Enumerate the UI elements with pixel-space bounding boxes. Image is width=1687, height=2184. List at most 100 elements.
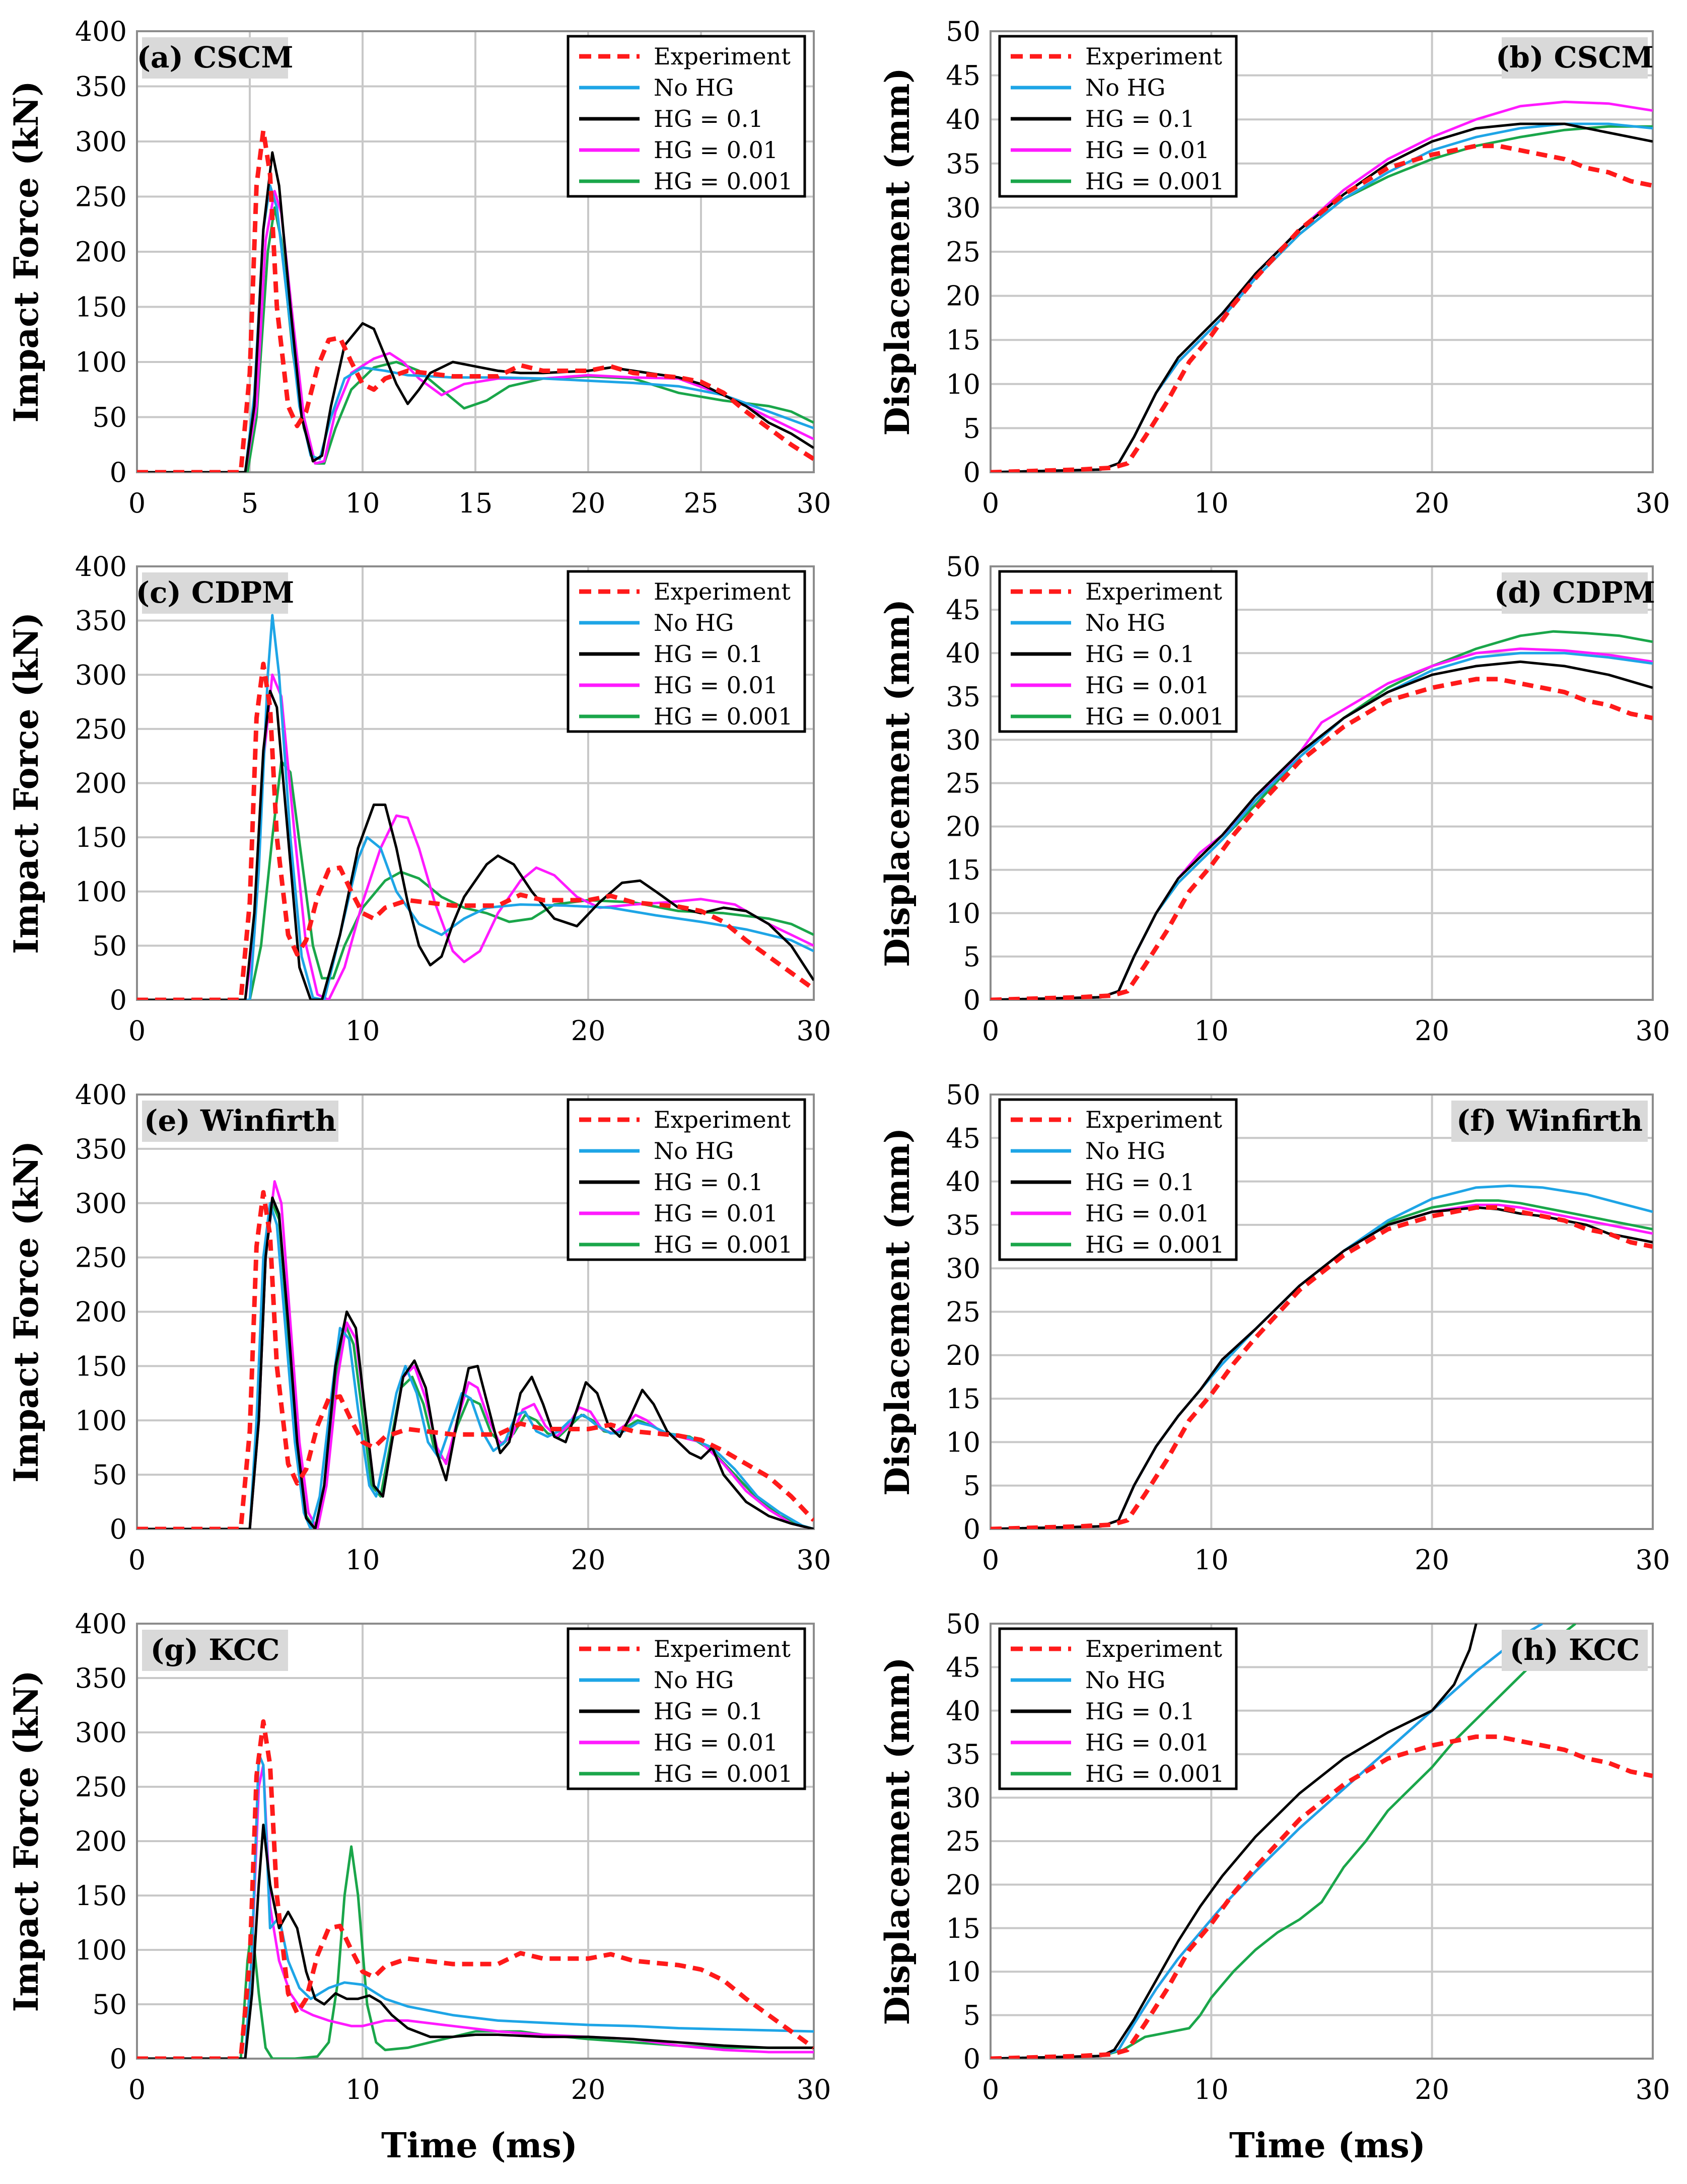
panel-c-x-tick-label: 0 (128, 1015, 146, 1047)
panel-b-legend-label-no-hg: No HG (1085, 74, 1165, 101)
panel-g-y-tick-label: 400 (75, 1608, 127, 1640)
panel-c-x-tick-label: 10 (345, 1015, 380, 1047)
panel-h-legend-label-hg-0-01: HG = 0.01 (1085, 1729, 1210, 1756)
panel-a-y-tick-label: 300 (75, 126, 127, 158)
panel-h-legend-label-experiment: Experiment (1085, 1635, 1222, 1662)
panel-d-y-tick-label: 45 (946, 594, 980, 626)
panel-b-legend-label-hg-0-1: HG = 0.1 (1085, 105, 1195, 132)
panel-h-x-tick-label: 20 (1415, 2074, 1449, 2105)
panel-h-plot-frame (990, 1623, 1654, 2060)
panel-e-legend-label-hg-0-01: HG = 0.01 (654, 1200, 778, 1227)
panel-b-x-tick-label: 0 (982, 487, 999, 519)
panel-c-legend: Experiment No HG HG = 0.1 HG = 0.01 HG = 0.0… (567, 570, 806, 733)
panel-d-legend-label-hg-0-01: HG = 0.01 (1085, 672, 1210, 699)
panel-b-y-tick-label: 5 (963, 412, 980, 444)
panel-b: 0 10 20 30 0 5 10 15 20 25 30 35 40 45 50 Displacement … (878, 16, 1670, 519)
panel-e-x-tick-label: 30 (797, 1544, 831, 1576)
panel-d-y-axis-title: Displacement (mm) (878, 599, 917, 967)
panel-d-series-experiment-line (991, 677, 1653, 1000)
panel-e-x-tick-label: 20 (571, 1544, 606, 1576)
panel-g-y-axis-title: Impact Force (kN) (7, 1670, 46, 2012)
panel-h-y-tick-label: 15 (946, 1913, 980, 1944)
panel-b-y-tick-label: 10 (946, 369, 980, 400)
panel-h-series-hg-0-1-line (991, 1624, 1478, 2059)
panel-h-y-tick-label: 40 (946, 1695, 980, 1727)
panel-a-x-tick-label: 0 (128, 487, 146, 519)
panel-e-legend-label-experiment: Experiment (654, 1106, 791, 1133)
panel-d-legend-label-hg-0-001: HG = 0.001 (1085, 703, 1224, 730)
panel-b-y-axis-title: Displacement (mm) (878, 67, 917, 435)
panel-c-label-bg (142, 572, 288, 614)
panel-d-y-tick-label: 25 (946, 768, 980, 799)
panel-e-y-tick-label: 250 (75, 1242, 127, 1274)
panel-f-legend-label-hg-0-1: HG = 0.1 (1085, 1169, 1195, 1196)
panel-c-x-tick-label: 20 (571, 1015, 606, 1047)
panel-g-x-tick-label: 10 (345, 2074, 380, 2105)
panel-g-y-tick-label: 150 (75, 1880, 127, 1912)
panel-a-legend: Experiment No HG HG = 0.1 HG = 0.01 HG = 0.0… (567, 35, 806, 198)
panel-e-y-tick-label: 300 (75, 1188, 127, 1219)
panel-h-label: (h) KCC (1510, 1633, 1640, 1667)
panel-b-plot-frame (990, 30, 1654, 473)
panel-b-y-tick-label: 20 (946, 280, 980, 312)
panel-h-legend-label-hg-0-001: HG = 0.001 (1085, 1760, 1224, 1787)
panel-b-x-tick-label: 10 (1194, 487, 1229, 519)
panel-g-legend-label-hg-0-01: HG = 0.01 (654, 1729, 778, 1756)
panel-c-y-tick-label: 150 (75, 822, 127, 853)
panel-b-legend-label-experiment: Experiment (1085, 43, 1222, 70)
panel-g-series-no-hg-line (137, 1753, 814, 2059)
panel-d-label: (d) CDPM (1494, 575, 1655, 610)
panel-f-y-tick-label: 20 (946, 1340, 980, 1371)
panel-c-legend-label-experiment: Experiment (654, 578, 791, 605)
panel-f-y-tick-label: 50 (946, 1079, 980, 1111)
panel-d-y-tick-label: 0 (963, 984, 980, 1016)
panel-h-x-tick-label: 10 (1194, 2074, 1229, 2105)
panel-f-x-tick-label: 10 (1194, 1544, 1229, 1576)
panel-e-y-axis-title: Impact Force (kN) (7, 1141, 46, 1483)
panel-c-label: (c) CDPM (136, 575, 295, 610)
panel-c-y-tick-label: 200 (75, 768, 127, 799)
panel-f-y-tick-label: 30 (946, 1253, 980, 1284)
panel-a-legend-label-hg-0-01: HG = 0.01 (654, 136, 778, 164)
panel-g-legend-label-hg-0-001: HG = 0.001 (654, 1760, 793, 1787)
panel-c-legend-label-hg-0-001: HG = 0.001 (654, 703, 793, 730)
panel-b-series-hg-0-1-line (991, 122, 1653, 472)
panel-c-legend-label-hg-0-1: HG = 0.1 (654, 640, 763, 668)
panel-h-label-bg (1502, 1630, 1648, 1671)
panel-b-x-tick-label: 30 (1636, 487, 1670, 519)
panel-h-y-tick-label: 35 (946, 1738, 980, 1770)
panel-f-legend-label-hg-0-001: HG = 0.001 (1085, 1231, 1224, 1258)
panel-b-y-tick-label: 0 (963, 457, 980, 488)
panel-a: 0 5 10 15 20 25 30050100150200250300350400Impa… (7, 16, 831, 519)
panel-h-legend: Experiment No HG HG = 0.1 HG = 0.01 HG = 0.0… (998, 1627, 1238, 1790)
panel-g-label-bg (142, 1630, 288, 1671)
panel-a-y-tick-label: 100 (75, 346, 127, 378)
panel-g-series-hg-0-1-line (137, 1824, 814, 2059)
panel-c-series-no-hg-line (137, 614, 814, 1000)
panel-d-y-tick-label: 5 (963, 941, 980, 973)
panel-h-y-axis-title: Displacement (mm) (878, 1657, 917, 2025)
panel-a-x-tick-label: 15 (458, 487, 493, 519)
panel-c-y-axis-title: Impact Force (kN) (7, 612, 46, 954)
panel-g-series-experiment-line (137, 1719, 814, 2059)
panel-a-y-axis-title: Impact Force (kN) (7, 81, 46, 423)
panel-a-legend-label-no-hg: No HG (654, 74, 734, 101)
panel-c-legend-box (567, 570, 806, 733)
panel-d-y-tick-label: 50 (946, 551, 980, 583)
panel-c-legend-label-no-hg: No HG (654, 609, 734, 636)
panel-f-y-tick-label: 10 (946, 1426, 980, 1458)
panel-f-y-tick-label: 40 (946, 1166, 980, 1198)
panel-g-legend: Experiment No HG HG = 0.1 HG = 0.01 HG = 0.0… (567, 1627, 806, 1790)
panel-a-series-hg-0-001-line (137, 206, 814, 472)
panel-e-label: (e) Winfirth (144, 1104, 336, 1138)
panel-d-x-tick-label: 30 (1636, 1015, 1670, 1047)
panel-f-legend-label-hg-0-01: HG = 0.01 (1085, 1200, 1210, 1227)
panel-e-y-tick-label: 50 (92, 1459, 127, 1491)
panel-g-y-tick-label: 300 (75, 1717, 127, 1749)
panel-c-plot-frame (136, 565, 815, 1001)
panel-e-y-tick-label: 150 (75, 1350, 127, 1382)
panel-d-y-tick-label: 35 (946, 681, 980, 712)
